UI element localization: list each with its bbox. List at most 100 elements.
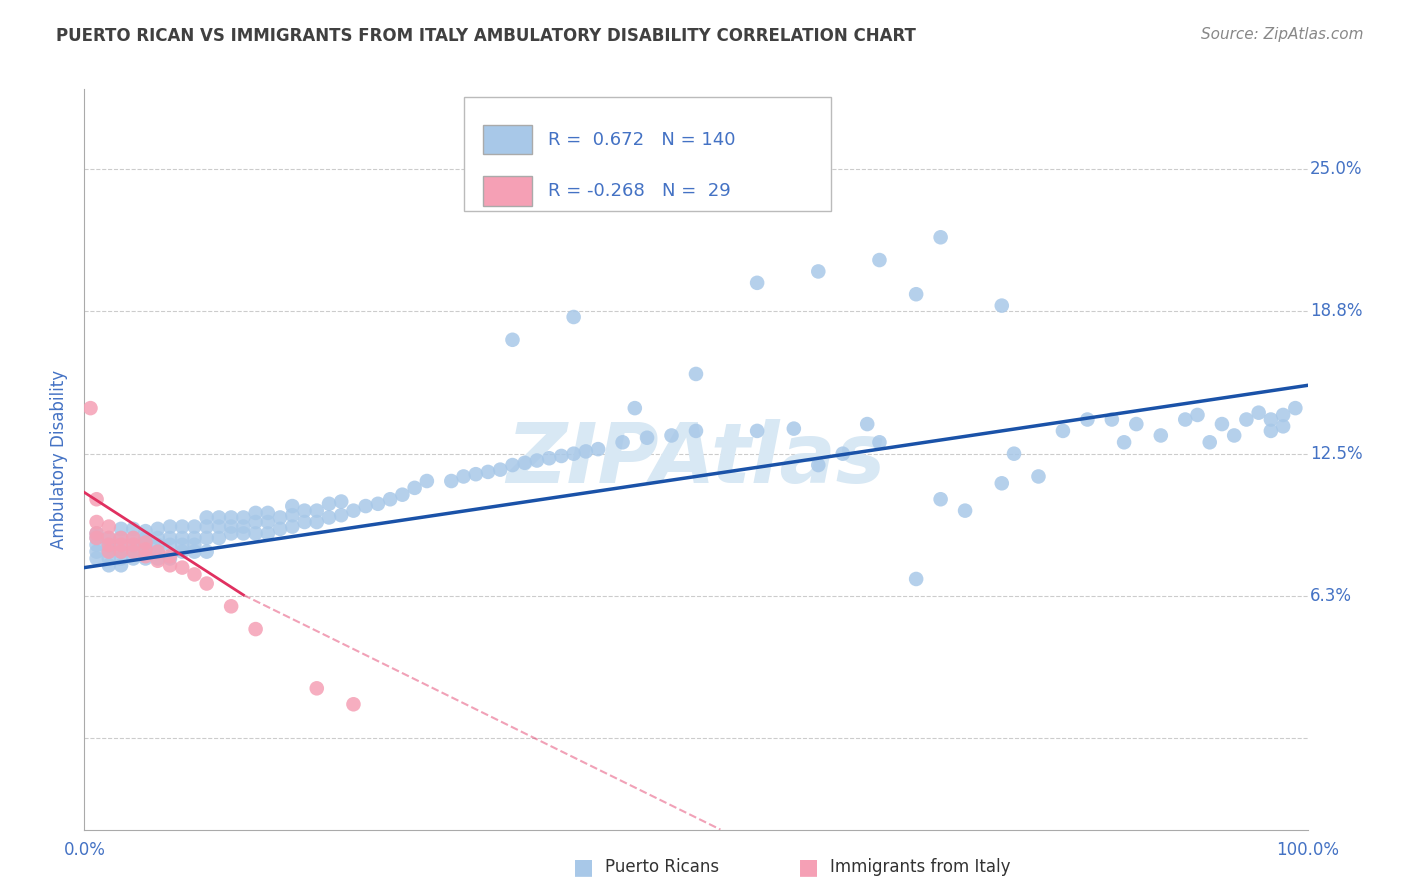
Point [122,538,145,552]
Point [86,526,108,541]
Point [135,538,157,552]
Point [869,435,891,450]
Point [1150,428,1173,442]
Point [110,544,132,558]
Point [122,544,145,558]
Point [624,401,647,416]
Point [404,481,426,495]
Point [489,462,512,476]
Text: 12.5%: 12.5% [1310,445,1362,463]
Point [342,698,364,712]
Point [183,519,205,533]
Point [97,531,120,545]
Point [219,599,242,614]
Point [172,544,194,558]
Point [1187,408,1209,422]
Point [110,538,132,552]
FancyBboxPatch shape [484,125,531,154]
Point [245,622,267,636]
Point [318,510,340,524]
Point [110,544,132,558]
Point [1260,424,1282,438]
Point [354,499,377,513]
Point [1076,412,1098,426]
Point [245,506,267,520]
Point [257,526,280,541]
Point [661,428,683,442]
Point [219,526,242,541]
Text: PUERTO RICAN VS IMMIGRANTS FROM ITALY AMBULATORY DISABILITY CORRELATION CHART: PUERTO RICAN VS IMMIGRANTS FROM ITALY AM… [56,27,917,45]
Point [747,424,769,438]
Point [110,551,132,566]
Point [305,515,328,529]
Text: 25.0%: 25.0% [1310,160,1362,178]
Text: R = -0.268   N =  29: R = -0.268 N = 29 [548,182,731,201]
Text: 0.0%: 0.0% [63,840,105,859]
Point [97,551,120,566]
Point [97,544,120,558]
Point [305,503,328,517]
FancyBboxPatch shape [484,177,531,206]
Point [97,542,120,557]
Point [86,544,108,558]
Point [905,287,928,301]
Point [953,503,976,517]
Point [1260,412,1282,426]
Point [97,538,120,552]
Point [110,522,132,536]
Point [1028,469,1050,483]
Text: ■: ■ [799,857,818,877]
Point [391,488,413,502]
Point [464,467,486,482]
Point [502,458,524,472]
Point [146,554,169,568]
Point [122,538,145,552]
Text: 18.8%: 18.8% [1310,302,1362,320]
Point [122,551,145,566]
Text: 6.3%: 6.3% [1310,587,1353,605]
Point [232,519,254,533]
Point [807,458,830,472]
Point [856,417,879,431]
Point [110,558,132,573]
Point [1198,435,1220,450]
Point [245,526,267,541]
Point [97,531,120,545]
Point [195,510,218,524]
Point [929,230,952,244]
Point [1114,435,1136,450]
Point [477,465,499,479]
Point [1125,417,1147,431]
Point [232,526,254,541]
Point [97,519,120,533]
Point [562,310,585,324]
Point [330,494,353,508]
Point [110,538,132,552]
Point [86,531,108,545]
Point [110,531,132,545]
Point [1236,412,1258,426]
Point [183,538,205,552]
Point [159,551,181,566]
Point [135,531,157,545]
Point [195,531,218,545]
Point [146,522,169,536]
Point [97,544,120,558]
Point [342,503,364,517]
Point [86,531,108,545]
Point [294,503,316,517]
Point [86,551,108,566]
Point [905,572,928,586]
Point [146,551,169,566]
Y-axis label: Ambulatory Disability: Ambulatory Disability [51,370,69,549]
Point [367,497,389,511]
Point [232,510,254,524]
FancyBboxPatch shape [464,96,831,211]
Point [1272,419,1295,434]
Point [183,567,205,582]
Point [257,506,280,520]
Point [562,447,585,461]
Text: 100.0%: 100.0% [1277,840,1339,859]
Point [135,544,157,558]
Point [172,531,194,545]
